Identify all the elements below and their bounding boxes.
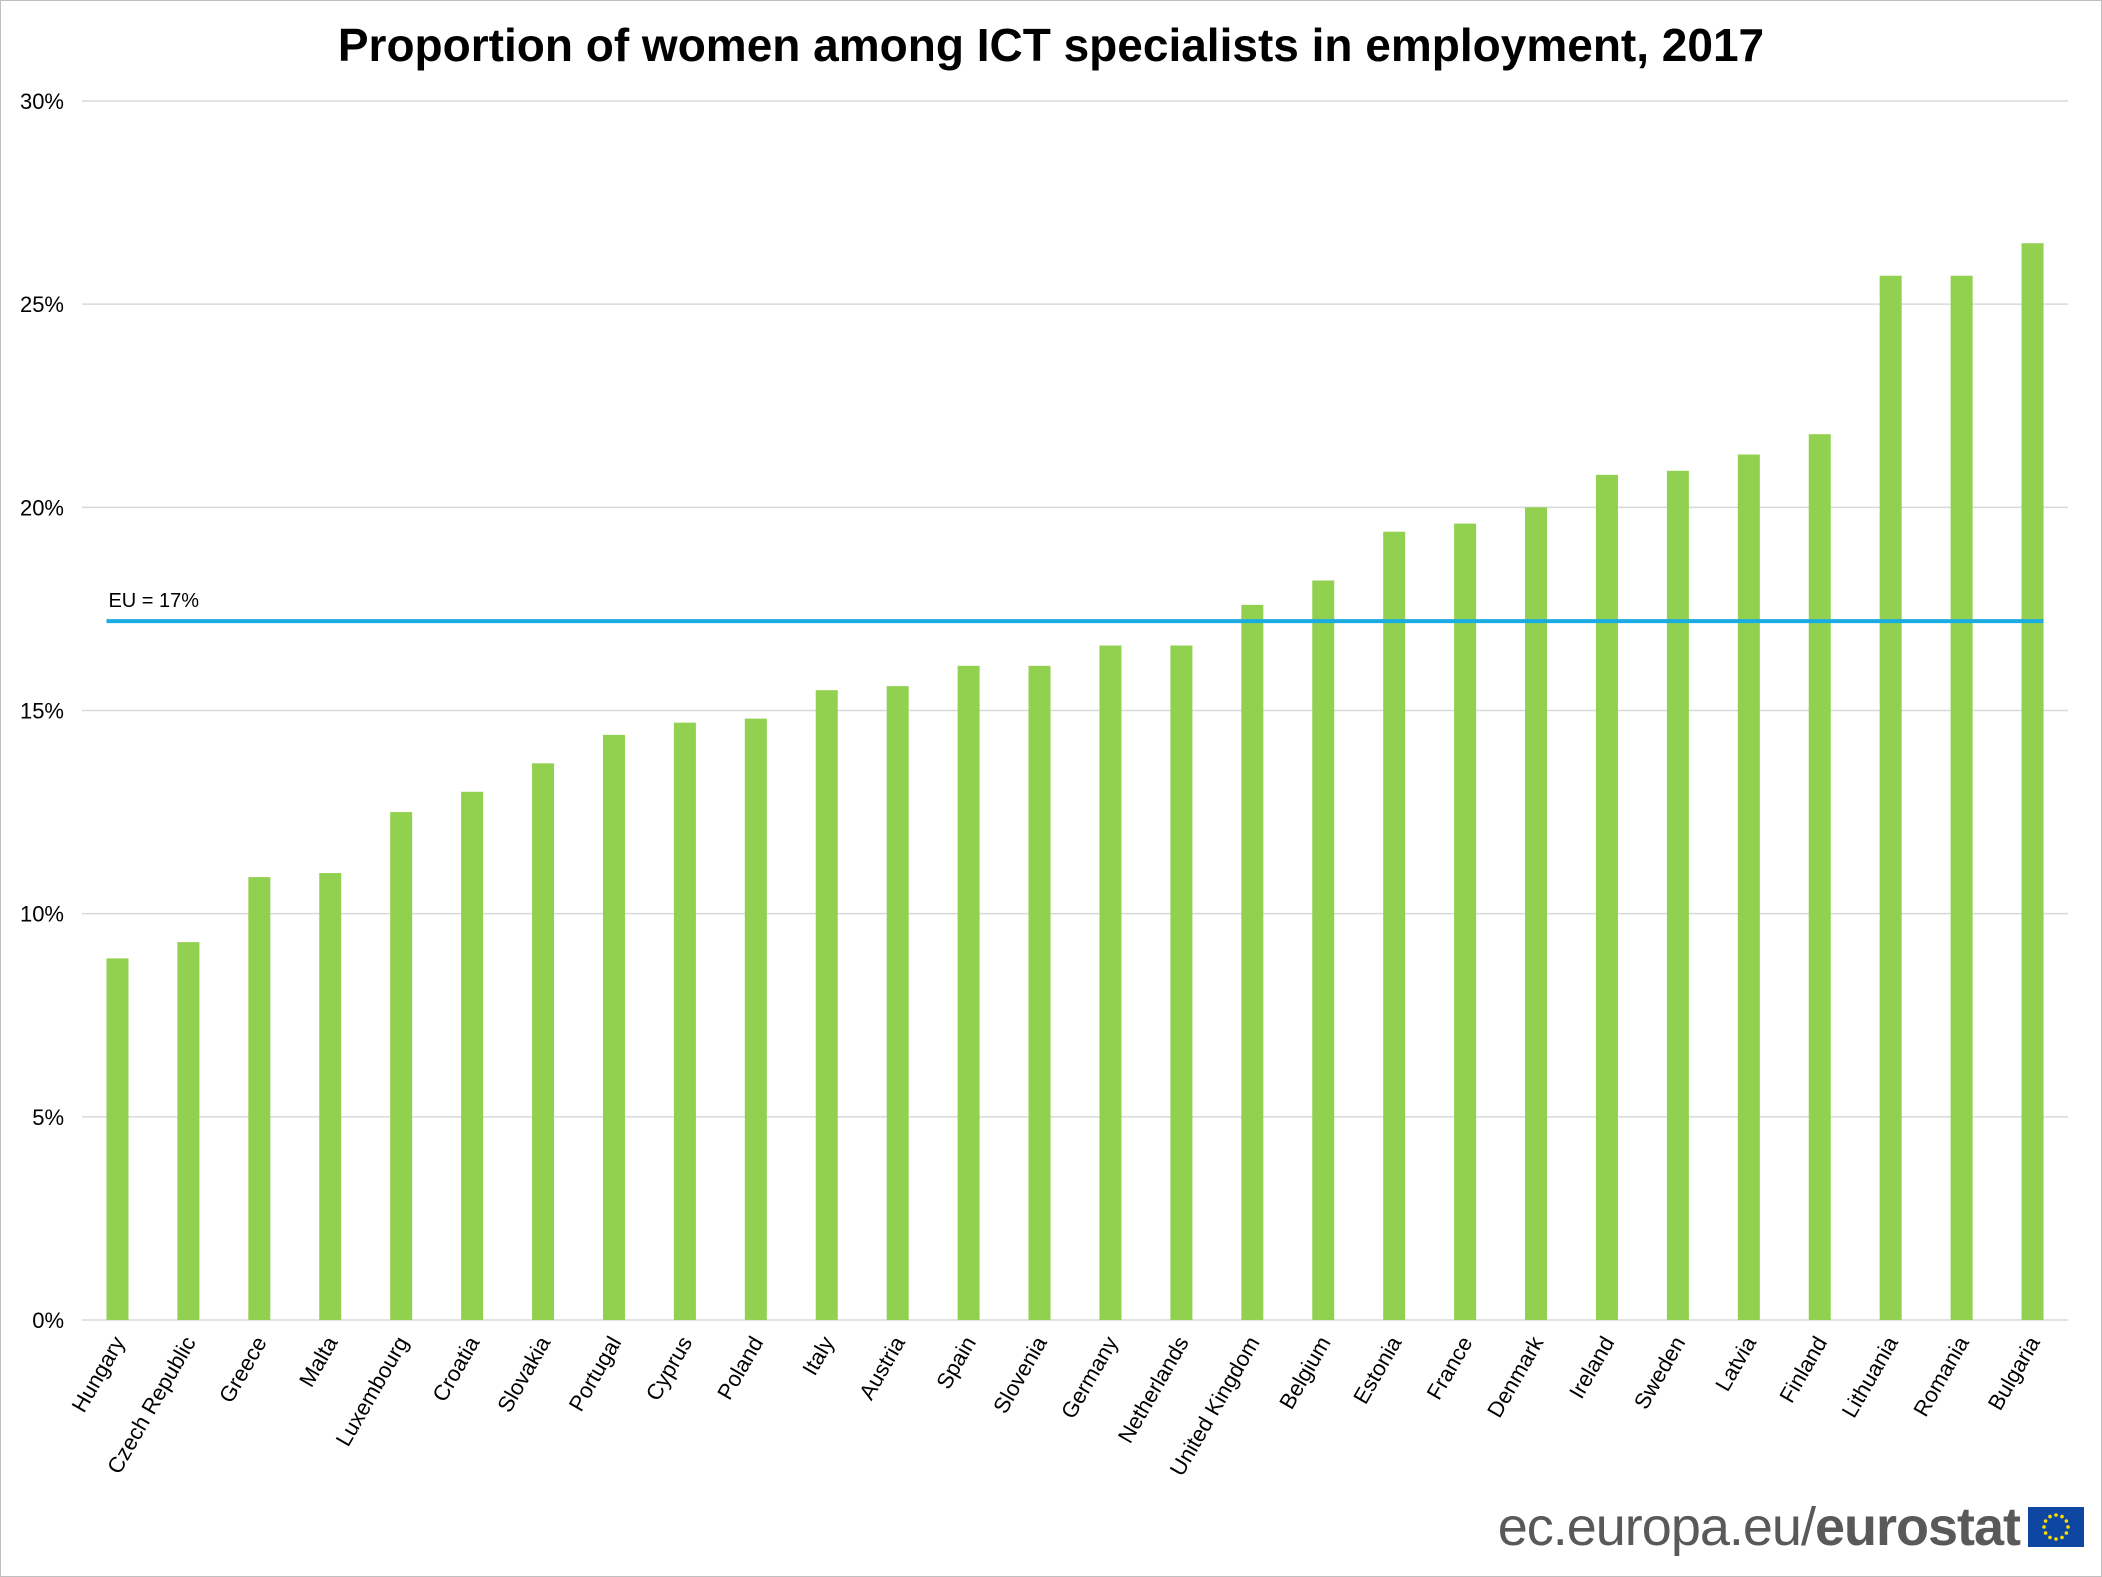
bar [1312,580,1335,1320]
x-tick-label: Romania [1908,1331,1974,1420]
y-tick-label: 25% [20,292,64,317]
x-tick-label: Belgium [1274,1332,1335,1413]
flag-star [2043,1531,2048,1535]
y-tick-label: 0% [32,1308,64,1333]
eu-reference-label: EU = 17% [108,590,199,612]
footer-brand: eurostat [1814,1497,2021,1557]
x-tick-label: Latvia [1710,1331,1761,1395]
bar [248,877,271,1320]
flag-star [2060,1535,2064,1540]
flag-star [2048,1514,2052,1519]
flag-star [2042,1525,2046,1529]
bar [1879,275,1902,1320]
bar [744,718,767,1320]
x-tick-label: Portugal [564,1332,627,1415]
x-tick-label: France [1422,1332,1478,1404]
bar [390,812,413,1320]
flag-star [2066,1525,2070,1529]
flag-star [2054,1513,2058,1517]
x-tick-label: Sweden [1629,1332,1690,1413]
x-tick-label: Poland [712,1332,768,1404]
x-tick-label: Luxembourg [331,1332,414,1450]
x-tick-label: Austria [854,1331,910,1403]
bar [1099,645,1122,1320]
bar [1241,604,1264,1320]
x-tick-label: Netherlands [1113,1332,1194,1447]
eu-flag-icon [2028,1507,2084,1547]
eurostat-footer: ec.europa.eu/eurostat [1498,1497,2084,1557]
x-tick-label: Ireland [1564,1332,1619,1403]
bar [886,686,909,1320]
bar [177,942,200,1320]
bar [602,734,625,1320]
bar [1454,523,1477,1320]
flag-star [2043,1519,2048,1523]
bar [673,722,696,1320]
flag-star [2064,1519,2069,1523]
x-tick-label: Spain [931,1332,981,1393]
bar [1737,454,1760,1320]
bar [1028,665,1051,1320]
x-tick-label: Italy [797,1332,839,1379]
bar [106,958,129,1320]
bar [1666,470,1689,1321]
x-tick-label: Slovakia [492,1331,556,1416]
bar [1595,474,1618,1320]
x-tick-label: Croatia [427,1331,484,1406]
y-tick-label: 30% [20,89,64,114]
bar [532,763,555,1320]
bar [319,873,342,1320]
bar [1383,531,1406,1320]
y-tick-label: 15% [20,699,64,724]
grid-layer [82,100,2068,1321]
y-axis: 0% 5% 10% 15% 20% 25% 30% [20,89,64,1333]
x-tick-label: Cyprus [641,1332,697,1405]
chart-title: Proportion of women among ICT specialist… [337,19,1765,71]
x-tick-label: Greece [214,1332,272,1407]
bar [1950,275,1973,1320]
flag-star [2054,1537,2058,1541]
x-tick-label: Germany [1056,1332,1123,1423]
x-tick-label: Bulgaria [1983,1331,2045,1414]
x-tick-label: Denmark [1482,1331,1549,1422]
y-tick-label: 10% [20,902,64,927]
y-tick-label: 5% [32,1105,64,1130]
flag-star [2064,1531,2069,1535]
x-tick-label: Estonia [1348,1331,1407,1408]
flag-star [2060,1514,2064,1519]
footer-site: ec.europa.eu/ [1497,1497,1816,1557]
x-tick-label: Lithuania [1837,1331,1904,1421]
x-tick-label: Malta [294,1331,343,1391]
bar [1170,645,1193,1320]
bar [461,791,484,1320]
y-tick-label: 20% [20,495,64,520]
x-tick-label: Slovenia [988,1331,1052,1417]
bar [957,665,980,1320]
eu-reference: EU = 17% [106,590,2044,624]
x-tick-label: Finland [1774,1332,1832,1407]
bar-series [106,243,2044,1321]
bar [1808,434,1831,1320]
bar [815,690,838,1320]
bar [2021,243,2044,1320]
x-tick-label: Hungary [67,1332,130,1417]
bar [1525,507,1548,1320]
flag-star [2048,1535,2052,1540]
